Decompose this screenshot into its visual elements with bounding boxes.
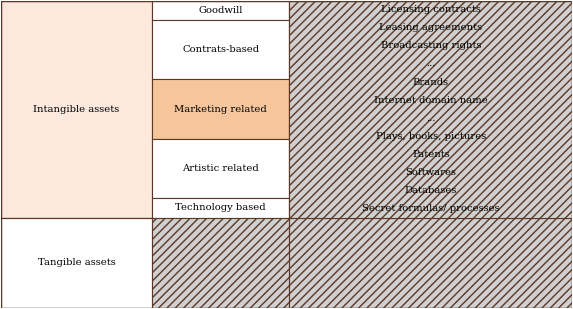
Bar	[1, 1, 152, 218]
Bar	[289, 127, 572, 145]
Bar	[289, 55, 572, 73]
Bar	[289, 91, 572, 109]
Text: Licensing contracts: Licensing contracts	[381, 5, 481, 14]
Text: ...: ...	[426, 59, 435, 69]
Bar	[289, 109, 572, 127]
Bar	[289, 37, 572, 55]
Text: Leasing agreements: Leasing agreements	[379, 23, 482, 32]
Bar	[289, 200, 572, 218]
Text: Internet domain name: Internet domain name	[374, 95, 488, 104]
Text: ...: ...	[426, 114, 435, 123]
Bar	[1, 218, 152, 308]
Bar	[289, 1, 572, 19]
Text: Databases: Databases	[405, 186, 457, 195]
Text: Contrats-based: Contrats-based	[182, 45, 260, 54]
Text: Marketing related: Marketing related	[174, 105, 267, 114]
Bar	[152, 198, 289, 218]
Text: Technology based: Technology based	[175, 203, 266, 212]
Bar	[289, 73, 572, 91]
Text: Artistic related: Artistic related	[182, 164, 259, 173]
Bar	[289, 1, 572, 218]
Bar	[289, 163, 572, 181]
Bar	[152, 218, 289, 308]
Bar	[152, 139, 289, 198]
Text: Softwares: Softwares	[405, 168, 456, 177]
Bar	[152, 79, 289, 139]
Bar	[289, 181, 572, 200]
Bar	[289, 218, 572, 308]
Bar	[289, 145, 572, 163]
Text: Tangible assets: Tangible assets	[38, 258, 115, 267]
Bar	[152, 20, 289, 79]
Text: Broadcasting rights: Broadcasting rights	[380, 41, 481, 50]
Text: Goodwill: Goodwill	[199, 6, 243, 15]
Text: Plays, books, pictures: Plays, books, pictures	[376, 132, 486, 141]
Bar	[289, 19, 572, 37]
Bar	[152, 1, 289, 20]
Text: Secret formulas/ processes: Secret formulas/ processes	[362, 204, 500, 213]
Text: Patents: Patents	[412, 150, 450, 159]
Text: Brands: Brands	[413, 78, 449, 87]
Text: Intangible assets: Intangible assets	[33, 105, 120, 114]
